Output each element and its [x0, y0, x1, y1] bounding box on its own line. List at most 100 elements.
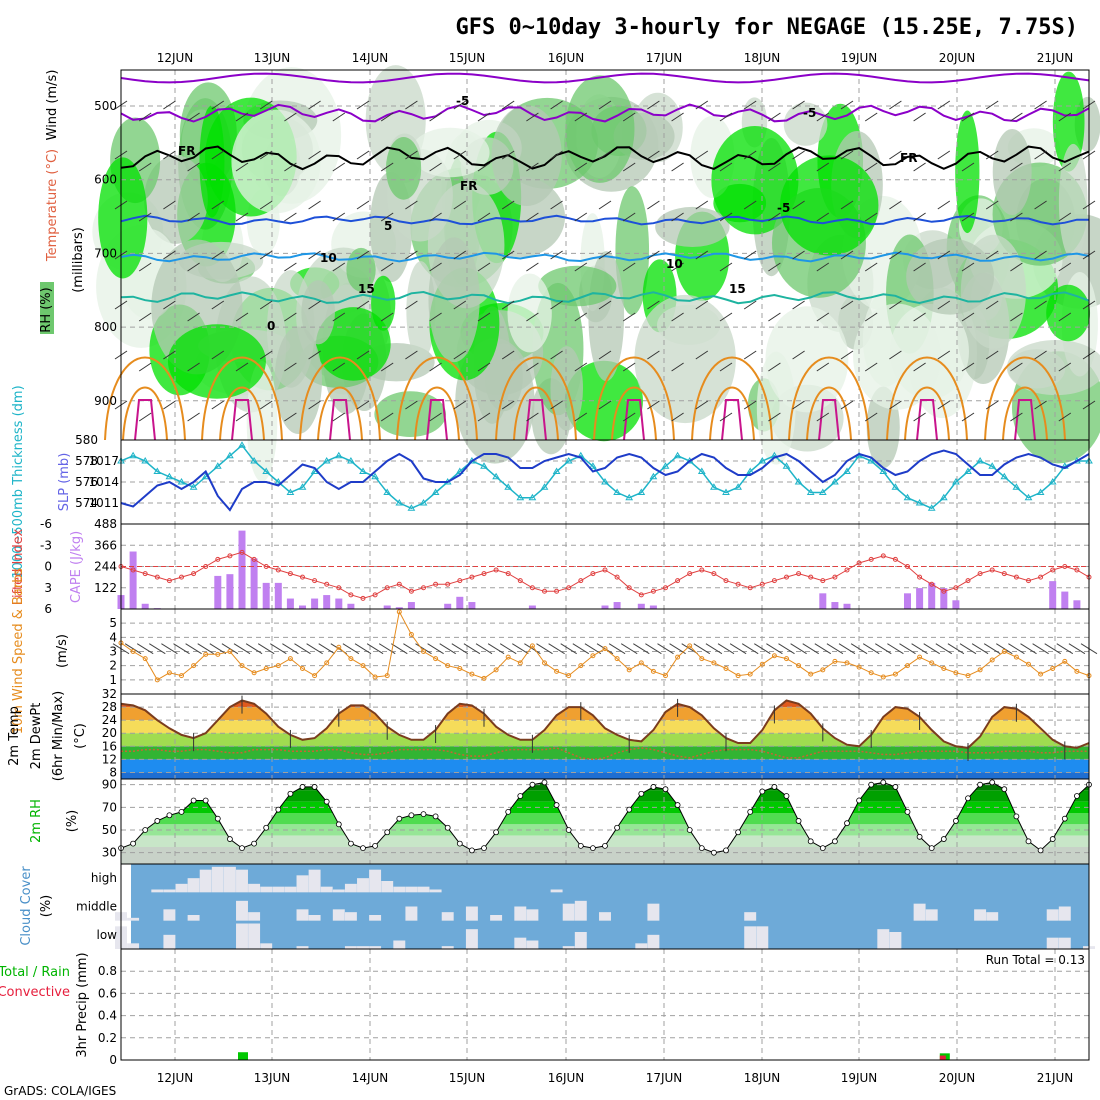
rh-band: [121, 813, 1089, 825]
label-cloud-units: (%): [39, 895, 54, 918]
li-marker: [481, 571, 487, 577]
wind-marker: [892, 671, 898, 677]
wind-barb: [947, 643, 965, 655]
wind-barb: [983, 643, 1001, 655]
contour-label: FR: [178, 144, 195, 158]
rh-contour-fill: [655, 206, 730, 248]
thickness-marker: [952, 478, 960, 485]
rh-marker: [214, 815, 221, 822]
wind-barb: [308, 300, 321, 310]
rh-marker: [856, 797, 862, 804]
wind-marker: [735, 673, 741, 679]
wind-barb: [584, 643, 602, 655]
wind-marker: [215, 651, 221, 657]
rh-marker: [202, 797, 209, 804]
li-marker: [529, 585, 535, 591]
li-marker: [796, 571, 802, 577]
wind-barb: [996, 643, 1013, 655]
rh-marker: [795, 818, 802, 824]
wind-marker: [312, 673, 318, 679]
cloud-low-bar: [127, 943, 140, 949]
wind-barb: [671, 262, 684, 272]
wind-barb: [211, 250, 225, 260]
isotherm-20-hump: [219, 386, 265, 441]
wind-barb: [221, 643, 239, 655]
wind-barb: [889, 150, 902, 160]
cape-bar: [407, 602, 415, 609]
wind-barb: [864, 212, 878, 222]
cloud-high-bar: [417, 886, 430, 893]
wind-barb: [671, 362, 684, 372]
wind-barb: [695, 250, 709, 260]
thickness-marker: [903, 493, 912, 501]
isotherm-0-hump: [201, 356, 283, 441]
rh-marker: [674, 802, 681, 808]
thickness-marker: [262, 467, 271, 474]
thickness-marker: [383, 488, 392, 495]
wind-marker: [917, 654, 923, 660]
cloud-middle-bar: [369, 915, 382, 921]
thickness-marker: [480, 462, 488, 469]
thickness-marker: [601, 478, 609, 485]
wind-barb: [429, 362, 442, 372]
pressure-tick-label: 900: [94, 394, 117, 408]
li-marker: [1001, 571, 1007, 577]
wind-barb: [574, 412, 588, 422]
wind-barb: [864, 362, 878, 372]
date-tick-label: 18JUN: [744, 1071, 781, 1085]
cape-bar: [1073, 600, 1081, 609]
wind-barb: [163, 400, 176, 410]
li-marker: [687, 571, 693, 577]
cloud-high-bar: [236, 869, 248, 893]
wind-barb: [671, 162, 684, 172]
wind-barb: [453, 250, 467, 260]
thickness-marker: [177, 478, 186, 485]
isotherm-20-hump: [122, 386, 168, 441]
li-marker: [166, 578, 172, 584]
label-convective: Convective: [0, 985, 70, 1000]
wind-barb: [526, 262, 539, 272]
wind-tick-label: 4: [109, 630, 117, 644]
rh-marker: [178, 808, 185, 815]
wind-marker: [529, 643, 535, 649]
isotherm-15: [120, 290, 1090, 305]
wind-marker: [723, 666, 729, 671]
thickness-marker: [722, 488, 730, 495]
wind-barb: [754, 643, 771, 655]
rh-marker: [1061, 815, 1068, 822]
rh-marker: [844, 820, 850, 827]
wind-marker: [965, 673, 971, 679]
contour-label: -5: [803, 106, 816, 120]
date-tick-label: 17JUN: [646, 51, 683, 65]
rh-marker: [287, 790, 294, 797]
temp-tick-label: 8: [109, 765, 117, 779]
wind-barb: [211, 300, 225, 310]
li-tick-label: 6: [44, 602, 52, 616]
wind-barb: [574, 312, 588, 322]
temp-tick-label: 24: [102, 713, 117, 727]
wind-barb: [840, 150, 854, 160]
cloud-middle-bar: [514, 906, 527, 921]
wind-barb: [173, 643, 190, 655]
rh-contour-fill: [98, 157, 148, 279]
wind-barb: [1056, 643, 1074, 655]
wind-barb: [816, 212, 830, 222]
wind-barb: [816, 112, 830, 122]
wind-barb: [913, 162, 926, 172]
wind-barb: [840, 250, 854, 260]
wind-marker: [602, 646, 608, 652]
wind-barb: [209, 643, 227, 655]
li-marker: [614, 574, 620, 580]
wind-barb: [719, 312, 733, 322]
rh-marker: [517, 793, 524, 799]
rh-contour-fill: [538, 265, 617, 307]
wind-barb: [647, 150, 660, 160]
cape-tick-label: 122: [94, 581, 117, 595]
date-tick-label: 20JUN: [939, 51, 976, 65]
wind-tick-label: 1: [109, 673, 117, 687]
rh-marker: [892, 784, 899, 790]
temp-band: [121, 700, 1089, 708]
rh-marker: [686, 827, 693, 833]
wind-barb: [574, 362, 588, 372]
isotherm-25-hump: [1014, 399, 1036, 441]
